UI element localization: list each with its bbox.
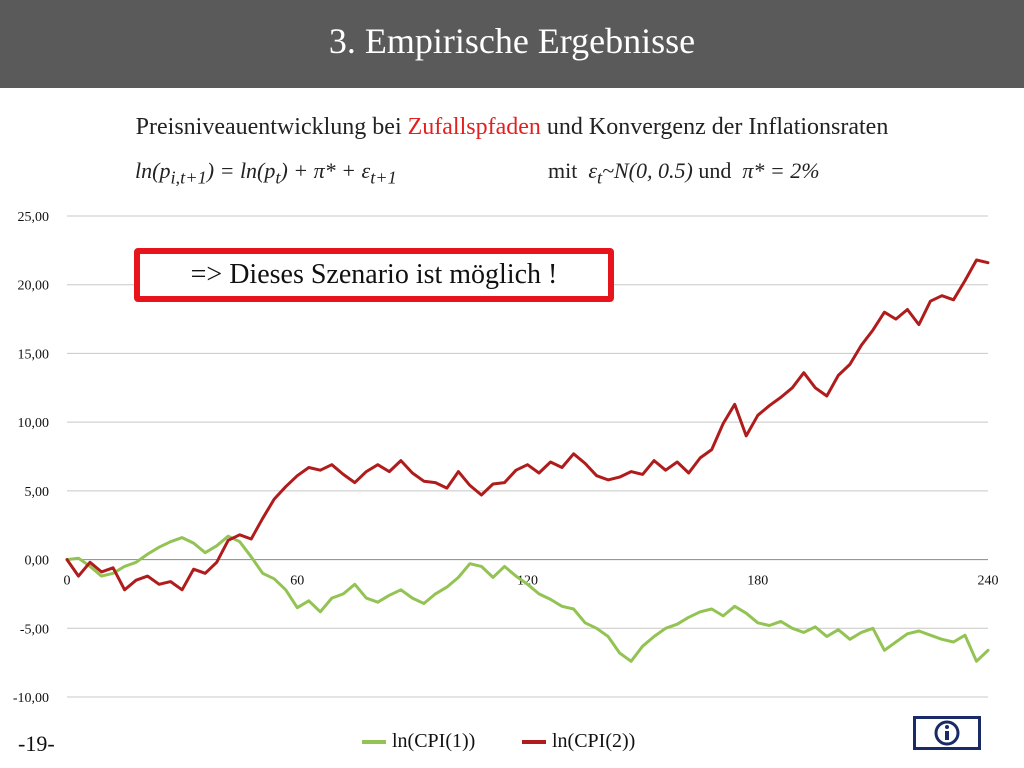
line-chart: 25,00 20,00 15,00 10,00 5,00 0,00 -5,00 -10,00 0… — [13, 210, 999, 706]
legend-swatch-series2 — [522, 739, 546, 744]
y-tick-label: 20,00 — [18, 279, 50, 294]
header-bar: 3. Empirische Ergebnisse — [0, 0, 1024, 88]
y-tick-label: -5,00 — [20, 622, 49, 637]
subtitle-text-before: Preisniveauentwicklung bei — [135, 114, 408, 140]
legend-swatch-series1 — [362, 739, 386, 744]
formula-word: mit — [548, 158, 578, 183]
series-line-1 — [65, 534, 990, 663]
formula-condition: mit εt~N(0, 0.5) und π* = 2% — [548, 158, 820, 188]
formula-equation: ln(pi,t+1) = ln(pt) + π* + εt+1 — [135, 158, 397, 188]
x-tick-label: 240 — [978, 574, 999, 589]
x-tick-label: 120 — [517, 574, 538, 589]
formula-part: ) + π* + ε — [280, 158, 371, 183]
x-tick-label: 180 — [747, 574, 768, 589]
formula-part: ln(p — [135, 158, 171, 183]
info-button[interactable] — [913, 716, 981, 750]
series-line-2 — [65, 258, 990, 592]
callout-text: => Dieses Szenario ist möglich ! — [190, 259, 558, 290]
subtitle-highlight: Zufallspfaden — [407, 114, 541, 140]
formula-sub: t — [275, 167, 281, 188]
y-tick-label: 10,00 — [18, 416, 50, 431]
subtitle-text-after: und Konvergenz der Inflationsraten — [540, 114, 889, 140]
formula-sub: i,t+1 — [170, 167, 207, 188]
y-tick-label: -10,00 — [13, 691, 49, 706]
info-icon — [934, 720, 960, 746]
y-tick-label: 25,00 — [18, 210, 50, 225]
legend-item-series1: ln(CPI(1)) — [362, 730, 475, 753]
formula-part: ) = ln(p — [206, 158, 276, 183]
formula-part: ε — [588, 158, 598, 183]
x-tick-label: 60 — [290, 574, 304, 589]
page-number: -19- — [18, 731, 55, 756]
legend-item-series2: ln(CPI(2)) — [522, 730, 635, 753]
slide-subtitle: Preisniveauentwicklung bei Zufallspfaden… — [0, 114, 1024, 141]
formula-sub: t — [597, 167, 603, 188]
y-tick-label: 15,00 — [18, 347, 50, 362]
formula-sub: t+1 — [370, 167, 397, 188]
callout-box: => Dieses Szenario ist möglich ! — [134, 248, 614, 302]
legend-label-series1: ln(CPI(1)) — [392, 730, 476, 752]
page-title: 3. Empirische Ergebnisse — [328, 21, 696, 61]
x-tick-label: 0 — [64, 574, 71, 589]
formula-word: und — [698, 158, 732, 183]
y-tick-label: 5,00 — [25, 485, 50, 500]
formula-part: ~N(0, 0.5) — [602, 158, 693, 183]
y-tick-label: 0,00 — [25, 554, 50, 569]
legend-label-series2: ln(CPI(2)) — [552, 730, 636, 752]
formula-part: π* = 2% — [742, 158, 820, 183]
